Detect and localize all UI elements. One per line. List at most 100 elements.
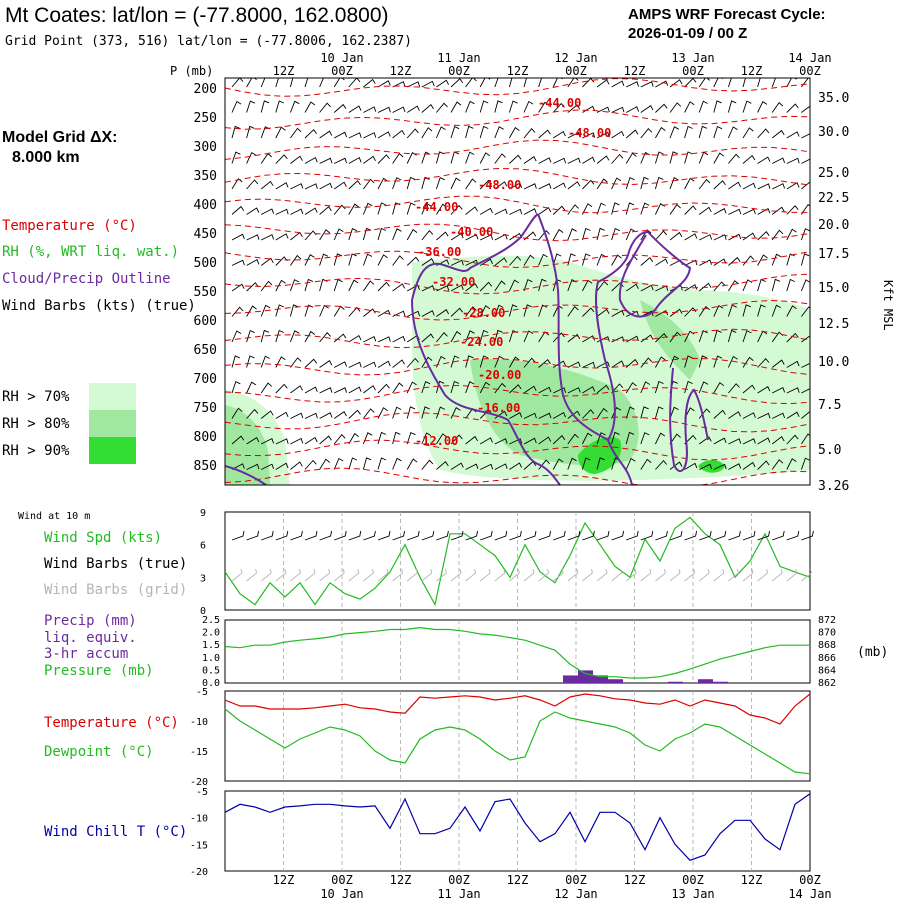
wind-barb xyxy=(625,129,639,139)
wind-barb xyxy=(231,205,245,215)
wind-barb xyxy=(333,78,345,88)
wind-barb xyxy=(538,78,547,88)
wind-barb xyxy=(582,386,596,394)
y-tick: 9 xyxy=(200,508,206,519)
dewpoint-line xyxy=(224,708,811,775)
wind-barb xyxy=(333,253,343,266)
wind-barb xyxy=(348,105,362,113)
wind-barb xyxy=(698,206,712,215)
bottom-hour-tick: 00Z xyxy=(331,873,353,887)
wind-barb xyxy=(421,356,433,368)
wind-barb xyxy=(465,178,477,190)
wind-barb xyxy=(275,78,279,88)
isotherm-line xyxy=(225,78,810,97)
wind-barb xyxy=(523,437,537,445)
pressure-tick: 650 xyxy=(194,343,217,358)
surface-barb-true xyxy=(480,530,493,541)
wind-barb xyxy=(377,281,390,292)
wind-barb xyxy=(640,458,652,470)
wind-barb xyxy=(319,130,333,139)
height-tick: 15.0 xyxy=(818,281,849,296)
wind-barb xyxy=(348,334,362,343)
height-tick: 22.5 xyxy=(818,191,849,206)
wind-barb xyxy=(508,100,518,113)
bottom-hour-tick: 12Z xyxy=(624,873,646,887)
surface-barb-grid xyxy=(582,568,593,582)
grid-point-label: Grid Point (373, 516) lat/lon = (-77.800… xyxy=(5,34,412,49)
wind-barb xyxy=(801,433,810,445)
wind-barb xyxy=(260,382,272,394)
surface-barb-grid xyxy=(655,568,666,582)
wind-barb xyxy=(231,330,242,343)
precip-tick: 0.0 xyxy=(202,678,220,689)
wind-barb xyxy=(713,234,727,241)
surface-barb-true xyxy=(261,530,274,541)
wind-barb xyxy=(333,434,346,445)
wind-barb xyxy=(304,358,318,368)
pressure-tick: 300 xyxy=(194,140,217,155)
wind-barb xyxy=(669,355,679,368)
wind-barb xyxy=(333,204,346,215)
precip-bar xyxy=(713,681,728,683)
surface-barb-grid xyxy=(786,568,798,582)
wind-barb xyxy=(304,304,314,317)
pressure-tick: 450 xyxy=(194,227,217,242)
surface-barb-true xyxy=(509,530,522,541)
wind-barb xyxy=(611,153,624,164)
wind-10m-label: Wind at 10 m xyxy=(18,511,90,522)
wind-barb xyxy=(275,462,289,470)
isotherm-line xyxy=(225,439,810,461)
wind-barb xyxy=(450,434,463,445)
wind-barb xyxy=(772,183,786,190)
surface-barb-grid xyxy=(348,568,360,582)
precip-bar xyxy=(698,679,713,683)
wind-barb xyxy=(450,125,460,139)
surface-barb-grid xyxy=(771,568,783,582)
surface-barb-grid xyxy=(698,568,710,582)
wind-barb xyxy=(582,307,595,317)
wind-barb xyxy=(523,330,534,343)
wind-barb xyxy=(757,412,771,419)
wind-barb xyxy=(654,432,666,445)
wind-barb xyxy=(392,106,406,113)
wind-barb xyxy=(319,435,332,445)
wind-barb xyxy=(246,78,257,88)
wind-barb xyxy=(523,78,527,88)
wind-10m-yticks: 9 6 3 0 xyxy=(200,508,206,617)
wind-barb xyxy=(538,278,547,292)
rh80-region-upper xyxy=(640,300,700,380)
wind-barb xyxy=(655,258,669,266)
wind-barb xyxy=(698,305,710,317)
wind-barb xyxy=(567,157,581,164)
wind-barb xyxy=(348,78,361,88)
wind-barb xyxy=(231,259,245,266)
wind-barb xyxy=(698,125,708,139)
wind-barb xyxy=(684,355,693,368)
pressure-tick: 800 xyxy=(194,430,217,445)
wind-barb xyxy=(333,228,344,241)
height-tick: 5.0 xyxy=(818,443,841,458)
wind-barb xyxy=(275,256,288,266)
wind-barb xyxy=(494,126,504,139)
wind-barb xyxy=(523,385,537,394)
wind-barb xyxy=(625,457,636,470)
wind-barb xyxy=(655,460,668,470)
wind-barb xyxy=(231,78,244,88)
wind-barb xyxy=(611,360,625,368)
wind-barb xyxy=(786,360,800,368)
wind-10m-gridlines xyxy=(283,512,752,610)
wind-barb xyxy=(509,356,520,368)
wind-barb xyxy=(669,126,680,139)
wind-barb xyxy=(684,462,698,470)
wind-barb xyxy=(786,253,795,266)
wind-barb xyxy=(713,304,724,317)
wind-barb xyxy=(582,105,596,113)
isotherm-line xyxy=(225,384,810,405)
surface-barb-true xyxy=(407,530,420,541)
wind-barb xyxy=(771,304,782,317)
wind-barb xyxy=(362,457,372,470)
wind-barb xyxy=(479,437,493,445)
top-hour-tick: 12Z xyxy=(273,64,295,78)
wind-barb xyxy=(362,202,373,215)
